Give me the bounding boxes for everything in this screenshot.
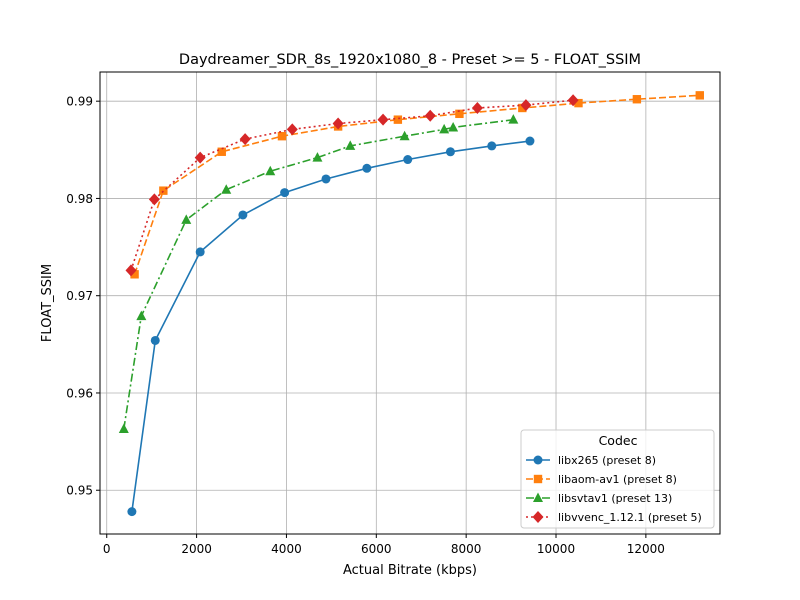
y-tick-label: 0.96: [66, 386, 93, 400]
chart-title: Daydreamer_SDR_8s_1920x1080_8 - Preset >…: [179, 52, 641, 68]
x-tick-label: 8000: [451, 542, 482, 556]
data-point: [265, 165, 276, 176]
data-point: [487, 141, 497, 151]
legend-frame: [520, 429, 715, 529]
series-2: [130, 91, 704, 279]
grid: [100, 72, 720, 534]
data-point: [238, 210, 248, 220]
data-point: [332, 117, 344, 130]
x-tick-label: 6000: [361, 542, 392, 556]
data-point: [118, 423, 129, 433]
series-3: [118, 114, 519, 433]
legend-marker: [533, 474, 543, 484]
series-4: [125, 94, 579, 277]
data-point: [632, 95, 642, 104]
data-point: [239, 133, 251, 146]
legend-label: libsvtav1 (preset 13): [558, 492, 672, 505]
data-point: [312, 152, 323, 162]
legend-label: libvvenc_1.12.1 (preset 5): [558, 511, 702, 524]
data-point: [217, 147, 226, 156]
y-axis-label: FLOAT_SSIM: [40, 264, 55, 342]
series-line: [133, 94, 700, 275]
data-point: [471, 101, 483, 114]
legend: Codec libx265 (preset 8) libaom-av1 (pres…: [520, 429, 715, 529]
x-tick-label: 2000: [181, 542, 212, 556]
legend-marker: [533, 492, 543, 502]
data-point: [424, 109, 436, 122]
data-point: [508, 114, 519, 124]
data-point: [125, 264, 137, 277]
x-tick-label: 0: [103, 542, 111, 556]
data-point: [445, 147, 455, 157]
y-tick-label: 0.97: [66, 289, 93, 303]
x-axis-label: Actual Bitrate (kbps): [343, 563, 477, 578]
legend-title: Codec: [599, 433, 638, 448]
legend-marker: [533, 455, 543, 465]
data-point: [567, 94, 579, 107]
data-point: [455, 109, 464, 119]
data-point: [518, 103, 527, 113]
x-tick-label: 12000: [627, 542, 665, 556]
data-point: [136, 310, 147, 321]
series-line: [130, 99, 574, 271]
data-point: [439, 123, 450, 134]
x-tick-label: 10000: [537, 542, 575, 556]
series-1: [127, 136, 535, 517]
data-point: [148, 193, 160, 206]
data-point: [127, 507, 137, 517]
axis-ticks: 0 2000 4000 6000 8000 10000 12000 0.95 0.96 0.97 0…: [66, 95, 665, 556]
data-point: [362, 163, 372, 173]
data-point: [393, 115, 403, 124]
legend-marker: [532, 511, 544, 523]
plot-frame: [99, 71, 721, 535]
data-point: [520, 99, 532, 112]
data-point: [130, 270, 139, 279]
data-point: [221, 184, 232, 194]
data-point: [525, 136, 535, 146]
data-point: [399, 130, 410, 141]
data-point: [321, 174, 331, 184]
data-point: [159, 186, 168, 195]
plot-series: [118, 91, 704, 517]
data-point: [448, 121, 459, 132]
data-point: [150, 335, 160, 345]
legend-label: libx265 (preset 8): [558, 454, 656, 467]
series-line: [123, 118, 514, 430]
data-point: [345, 140, 356, 150]
y-tick-label: 0.95: [66, 484, 93, 498]
y-tick-label: 0.98: [66, 192, 93, 206]
data-point: [377, 113, 389, 126]
legend-label: libaom-av1 (preset 8): [558, 473, 677, 486]
data-point: [194, 151, 206, 164]
data-point: [280, 188, 290, 198]
data-point: [695, 91, 704, 100]
data-point: [403, 155, 413, 165]
data-point: [181, 214, 192, 224]
data-point: [286, 123, 298, 136]
data-point: [277, 131, 287, 141]
data-point: [195, 247, 205, 257]
x-tick-label: 4000: [271, 542, 302, 556]
y-tick-label: 0.99: [66, 95, 93, 109]
data-point: [574, 98, 583, 108]
